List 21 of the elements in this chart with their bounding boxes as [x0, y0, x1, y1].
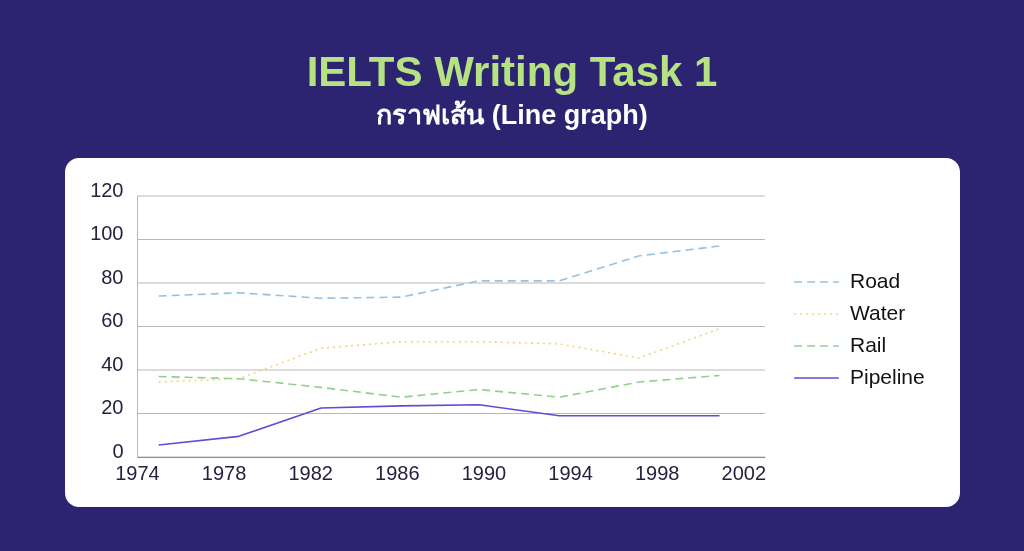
y-tick-label: 100	[90, 222, 124, 244]
legend-label: Rail	[850, 333, 887, 356]
legend-label: Water	[850, 301, 906, 324]
x-tick-label: 1986	[375, 461, 420, 484]
x-tick-label: 1994	[548, 461, 593, 484]
x-tick-label: 1998	[634, 461, 680, 484]
y-tick-label: 120	[90, 178, 124, 201]
x-tick-label: 1978	[201, 461, 247, 484]
y-tick-label: 80	[101, 265, 124, 288]
legend-label: Pipeline	[850, 365, 925, 388]
x-tick-label: 1974	[115, 461, 160, 484]
y-tick-label: 0	[112, 439, 124, 462]
x-tick-label: 2002	[721, 461, 767, 484]
x-tick-label: 1990	[461, 461, 507, 484]
chart-subtitle: กราฟเส้น (Line graph)	[376, 100, 648, 130]
x-tick-label: 1982	[288, 461, 333, 484]
chart-title: IELTS Writing Task 1	[306, 48, 718, 95]
legend-label: Road	[850, 269, 901, 292]
y-tick-label: 20	[101, 396, 124, 418]
y-tick-label: 60	[101, 309, 124, 331]
y-tick-label: 40	[101, 352, 124, 375]
